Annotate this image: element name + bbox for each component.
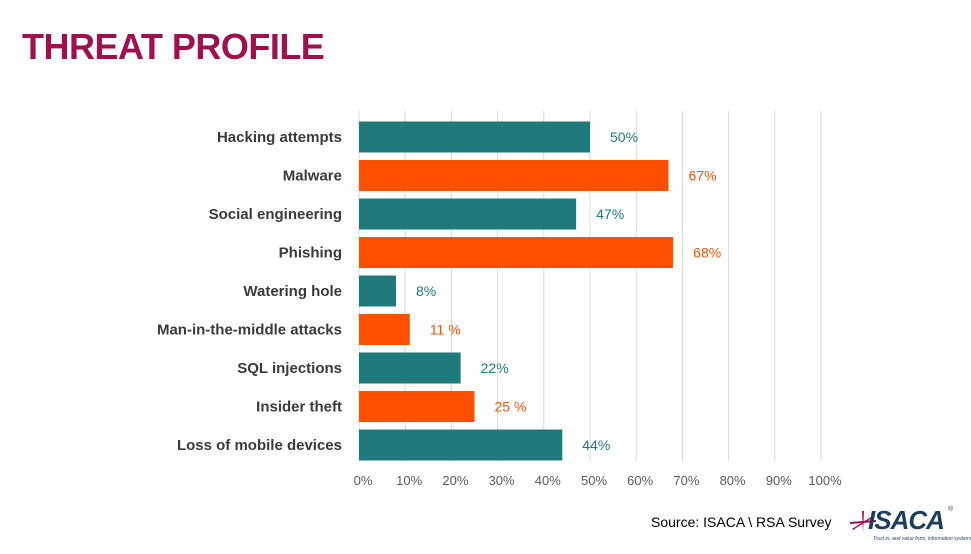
x-tick-label: 80%: [720, 473, 746, 488]
x-tick-label: 50%: [581, 473, 607, 488]
category-label: Watering hole: [243, 283, 342, 300]
x-tick-label: 0%: [354, 473, 373, 488]
category-label: Malware: [283, 168, 342, 185]
bar: [359, 237, 674, 268]
data-label: 25 %: [495, 399, 527, 415]
bar: [359, 314, 410, 345]
isaca-logo: ISACA ® Trust in, and value from, inform…: [848, 503, 971, 545]
source-note: Source: ISACA \ RSA Survey: [651, 514, 832, 530]
bar: [359, 391, 475, 422]
category-label: Man-in-the-middle attacks: [157, 322, 342, 339]
category-label: Social engineering: [209, 206, 342, 223]
logo-registered-mark: ®: [948, 506, 954, 513]
bar: [359, 160, 669, 191]
x-tick-label: 60%: [627, 473, 653, 488]
x-tick-label: 100%: [808, 473, 842, 488]
x-tick-label: 20%: [442, 473, 468, 488]
page-title: THREAT PROFILE: [22, 26, 325, 67]
data-label: 68%: [693, 245, 721, 261]
category-label: SQL injections: [237, 360, 342, 377]
data-label: 11 %: [430, 322, 461, 338]
x-tick-label: 90%: [766, 473, 792, 488]
bars: [359, 121, 674, 461]
bar: [359, 352, 461, 384]
category-labels: Hacking attempts Malware Social engineerin…: [157, 129, 342, 454]
logo-wordmark: ISACA: [868, 505, 945, 535]
x-tick-label: 30%: [489, 473, 515, 488]
x-tick-label: 10%: [396, 473, 422, 488]
category-label: Hacking attempts: [217, 129, 342, 146]
data-label: 67%: [689, 168, 717, 184]
x-tick-label: 70%: [673, 473, 699, 488]
logo-tagline: Trust in, and value from, information sy…: [873, 536, 971, 542]
category-label: Loss of mobile devices: [177, 437, 342, 454]
bar: [359, 198, 577, 230]
data-label: 22%: [481, 360, 509, 376]
bar: [359, 429, 563, 461]
category-label: Phishing: [279, 245, 342, 262]
x-tick-label: 40%: [535, 473, 561, 488]
logo-mark-icon: [850, 511, 876, 533]
data-label: 50%: [610, 129, 638, 145]
data-label: 47%: [596, 206, 624, 222]
x-axis-tick-labels: 0% 10% 20% 30% 40% 50% 60% 70% 80% 90% 100%: [354, 473, 842, 488]
category-label: Insider theft: [256, 399, 342, 416]
value-labels: 50% 67% 47% 68% 8% 11 % 22% 25 % 44%: [416, 129, 721, 453]
data-label: 44%: [582, 437, 610, 453]
bar: [359, 121, 590, 153]
data-label: 8%: [416, 283, 436, 299]
bar: [359, 275, 396, 307]
